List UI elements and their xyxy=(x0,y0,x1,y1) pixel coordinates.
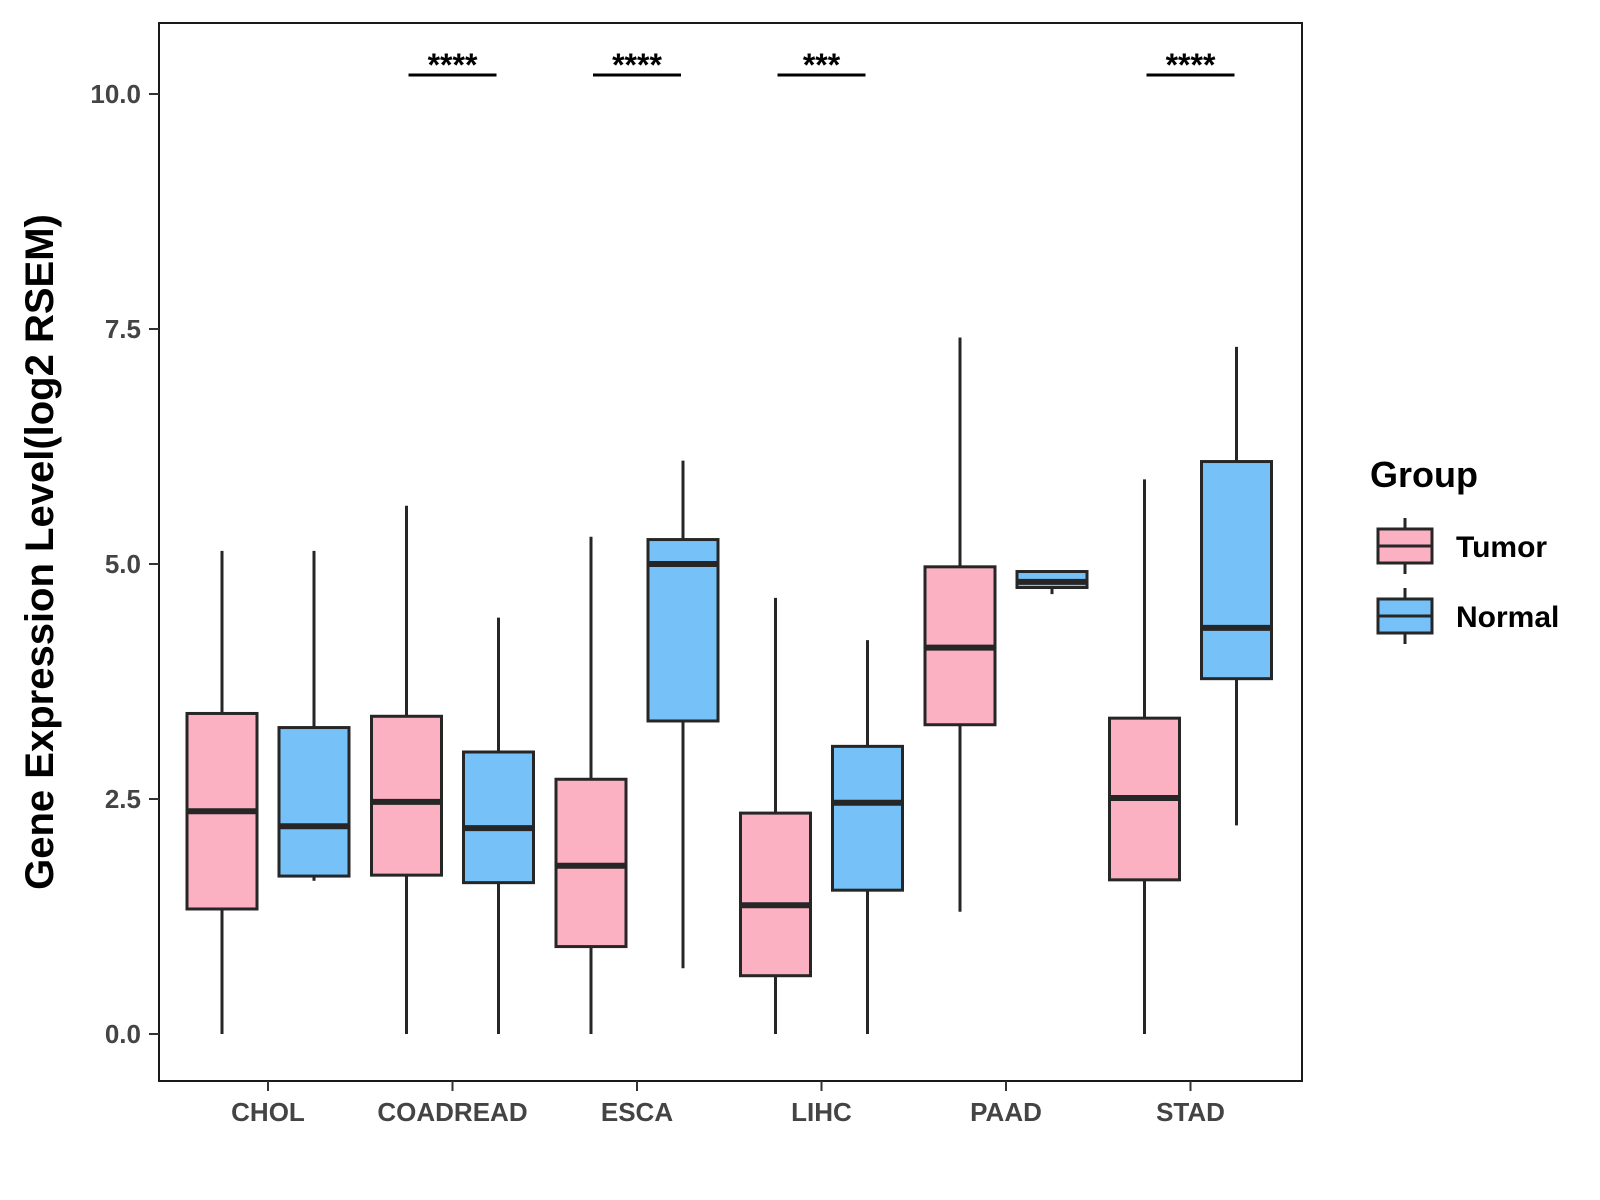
legend-item-tumor: Tumor xyxy=(1376,518,1547,574)
legend-label: Tumor xyxy=(1456,531,1547,564)
x-tick-label: LIHC xyxy=(791,1097,852,1127)
y-tick-label: 5.0 xyxy=(105,549,141,579)
boxes-layer xyxy=(185,337,1273,1034)
box-normal-chol xyxy=(277,550,351,881)
legend-item-normal: Normal xyxy=(1376,588,1559,644)
box-body xyxy=(277,726,351,878)
legend-label: Normal xyxy=(1456,601,1559,634)
x-tick-label: CHOL xyxy=(231,1097,305,1127)
significance-label: **** xyxy=(428,47,478,83)
y-tick-label: 10.0 xyxy=(90,79,141,109)
y-tick-label: 0.0 xyxy=(105,1019,141,1049)
x-tick-label: STAD xyxy=(1156,1097,1225,1127)
box-body xyxy=(646,538,720,723)
legend: Group Tumor Normal xyxy=(1370,454,1559,644)
significance-label: *** xyxy=(803,47,841,83)
x-tick-label: COADREAD xyxy=(377,1097,527,1127)
box-normal-coadread xyxy=(462,617,535,1034)
box-tumor-coadread xyxy=(370,505,443,1034)
x-tick-label: PAAD xyxy=(970,1097,1042,1127)
legend-title: Group xyxy=(1370,454,1478,495)
box-tumor-lihc xyxy=(739,597,812,1034)
box-tumor-esca xyxy=(554,536,628,1034)
box-tumor-chol xyxy=(185,550,259,1034)
box-body xyxy=(370,714,443,877)
box-body xyxy=(462,750,535,885)
significance-stad: **** xyxy=(1146,47,1235,83)
box-normal-stad xyxy=(1200,346,1273,826)
significance-esca: **** xyxy=(593,47,681,83)
box-body xyxy=(739,811,812,978)
significance-coadread: **** xyxy=(408,47,497,83)
box-normal-lihc xyxy=(831,640,904,1034)
y-tick-label: 2.5 xyxy=(105,784,141,814)
box-body xyxy=(831,744,904,892)
significance-label: **** xyxy=(1166,47,1216,83)
x-tick-label: ESCA xyxy=(601,1097,673,1127)
box-tumor-paad xyxy=(923,337,997,912)
y-tick-label: 7.5 xyxy=(105,314,141,344)
y-axis-title: Gene Expression Level(log2 RSEM) xyxy=(18,214,62,890)
box-tumor-stad xyxy=(1108,479,1181,1034)
box-body xyxy=(1200,460,1273,681)
significance-layer: **** **** *** **** xyxy=(408,47,1235,83)
significance-label: **** xyxy=(612,47,662,83)
box-normal-esca xyxy=(646,460,720,969)
box-normal-paad xyxy=(1015,570,1089,595)
significance-lihc: *** xyxy=(777,47,866,83)
y-axis: 0.0 2.5 5.0 7.5 10.0 xyxy=(90,79,159,1049)
plot-panel-border xyxy=(158,22,1303,1082)
x-axis: CHOL COADREAD ESCA LIHC PAAD STAD xyxy=(231,1081,1225,1127)
